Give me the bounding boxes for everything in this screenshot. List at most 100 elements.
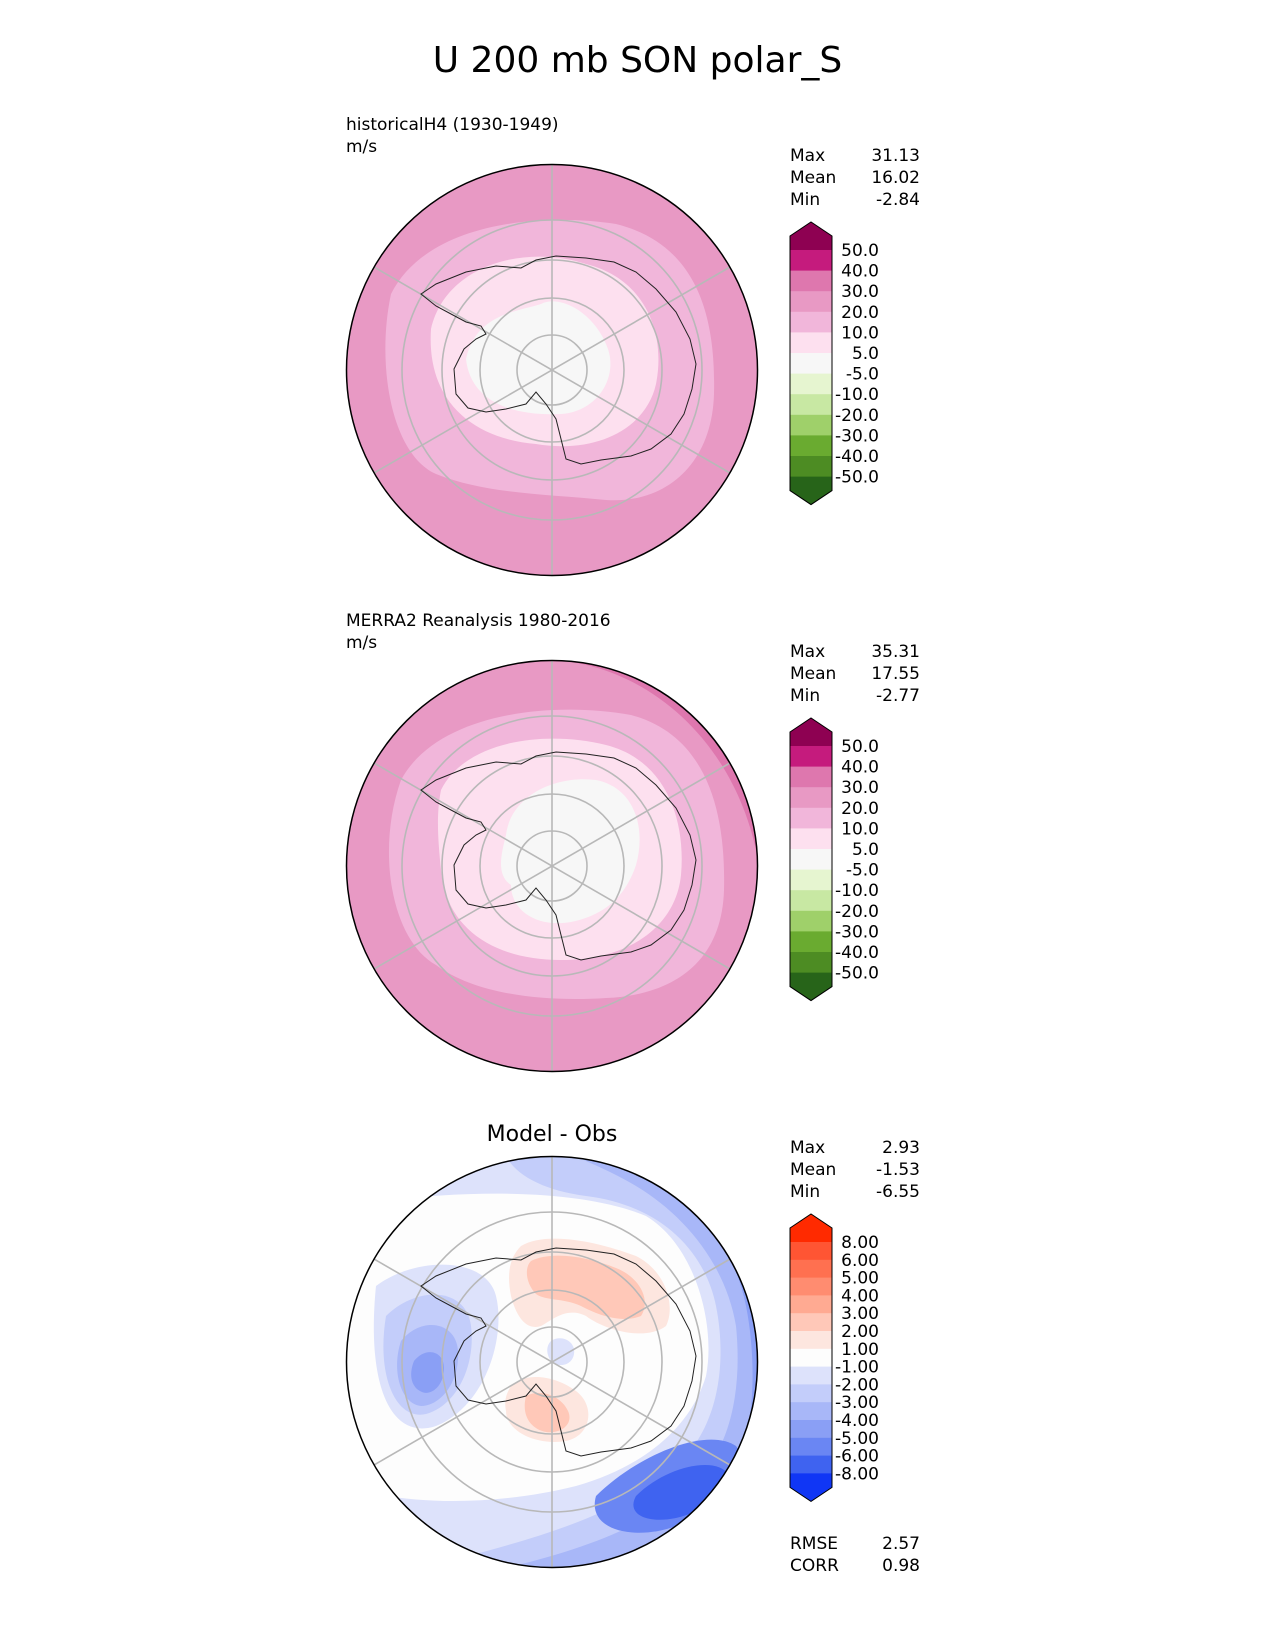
stat-value: 35.31	[871, 642, 920, 662]
colorbar-segment	[790, 270, 832, 292]
colorbar-tick-label: 5.0	[852, 840, 879, 860]
model-stat-mean: Mean 16.02	[790, 167, 920, 189]
colorbar-segment	[790, 311, 832, 333]
colorbar-extend-bottom	[790, 1473, 832, 1502]
colorbar-segment	[790, 1402, 832, 1421]
colorbar-segment	[790, 1259, 832, 1279]
model-map-border	[345, 163, 759, 577]
colorbar-segment	[790, 1331, 832, 1350]
colorbar-segment	[790, 414, 832, 436]
colorbar-tick-label: 4.00	[841, 1286, 879, 1306]
colorbar-segment	[790, 1366, 832, 1385]
colorbar-tick-label: 10.0	[841, 323, 879, 343]
colorbar-segment	[790, 456, 832, 478]
colorbar-tick-label: -4.00	[835, 1411, 879, 1431]
diff-band-2-3-south	[524, 1392, 570, 1433]
diff-metric-rmse: RMSE 2.57	[790, 1533, 920, 1555]
stat-label: Max	[790, 642, 826, 662]
colorbar-tick-label: -1.00	[835, 1358, 879, 1378]
colorbar-segment	[790, 766, 832, 788]
colorbar-tick-label: -5.0	[846, 365, 879, 385]
colorbar-segment	[790, 373, 832, 395]
colorbar-tick-label: -20.0	[835, 902, 879, 922]
diff-stat-mean: Mean -1.53	[790, 1159, 920, 1181]
model-band-minus5-5	[466, 301, 611, 415]
colorbar-tick-label: -10.0	[835, 385, 879, 405]
colorbar-tick-label: -8.00	[835, 1464, 879, 1484]
diff-antarctica-coastline	[420, 1247, 697, 1457]
stat-value: 16.02	[871, 168, 920, 188]
colorbar-tick-label: 8.00	[841, 1233, 879, 1253]
colorbar-tick-label: -30.0	[835, 922, 879, 942]
colorbar-segment	[790, 1313, 832, 1332]
colorbar-tick-label: 30.0	[841, 778, 879, 798]
model-panel-header: historicalH4 (1930-1949) m/s	[346, 114, 559, 158]
model-gridlines	[373, 164, 731, 576]
colorbar-tick-label: -5.0	[846, 861, 879, 881]
metric-value: 0.98	[882, 1556, 920, 1576]
stat-label: Min	[790, 190, 821, 210]
diff-map	[345, 1155, 759, 1569]
obs-band-minus5-5	[501, 779, 640, 924]
diff-metric-corr: CORR 0.98	[790, 1555, 920, 1577]
colorbar-segment	[790, 1295, 832, 1314]
colorbar-segment	[790, 807, 832, 829]
colorbar-segment	[790, 1437, 832, 1457]
colorbar-outline	[789, 221, 833, 506]
stat-value: -6.55	[876, 1182, 920, 1202]
colorbar-segment	[790, 353, 832, 375]
colorbar-segment	[790, 910, 832, 932]
colorbar-extend-top	[790, 718, 832, 746]
colorbar-tick-label: 30.0	[841, 282, 879, 302]
obs-stat-mean: Mean 17.55	[790, 663, 920, 685]
stat-label: Min	[790, 686, 821, 706]
colorbar-tick-label: -40.0	[835, 447, 879, 467]
diff-stat-max: Max 2.93	[790, 1137, 920, 1159]
metric-label: RMSE	[790, 1534, 839, 1554]
diff-gridlines	[373, 1156, 731, 1568]
colorbar-tick-label: 10.0	[841, 819, 879, 839]
colorbar-tick-label: -50.0	[835, 468, 879, 488]
colorbar-extend-bottom	[790, 972, 832, 1001]
stat-label: Mean	[790, 1160, 837, 1180]
model-map	[345, 163, 759, 577]
stat-value: 31.13	[871, 146, 920, 166]
diff-panel-title: Model - Obs	[486, 1122, 618, 1147]
stat-value: -1.53	[876, 1160, 920, 1180]
model-panel-units: m/s	[346, 137, 378, 157]
colorbar-tick-label: 20.0	[841, 799, 879, 819]
colorbar-tick-label: -10.0	[835, 881, 879, 901]
colorbar-segment	[790, 849, 832, 871]
diff-stat-min: Min -6.55	[790, 1181, 920, 1203]
colorbar-outline	[789, 717, 833, 1002]
obs-map	[345, 659, 759, 1073]
obs-antarctica-coastline	[420, 751, 697, 961]
stat-value: 17.55	[871, 664, 920, 684]
model-panel-title: historicalH4 (1930-1949)	[346, 115, 559, 135]
colorbar-tick-label: -3.00	[835, 1393, 879, 1413]
diff-colorbar: 8.006.005.004.003.002.001.00-1.00-2.00-3…	[789, 1213, 879, 1503]
stat-value: -2.77	[876, 686, 920, 706]
stat-value: 2.93	[882, 1138, 920, 1158]
obs-stat-max: Max 35.31	[790, 641, 920, 663]
colorbar-segment	[790, 332, 832, 354]
colorbar-tick-label: 50.0	[841, 241, 879, 261]
colorbar-tick-label: 1.00	[841, 1340, 879, 1360]
colorbar-tick-label: -50.0	[835, 964, 879, 984]
colorbar-segment	[790, 890, 832, 912]
colorbar-segment	[790, 787, 832, 809]
colorbar-tick-label: 40.0	[841, 758, 879, 778]
obs-panel-header: MERRA2 Reanalysis 1980-2016 m/s	[346, 610, 611, 654]
diff-band-minus2-minus1-center	[547, 1338, 575, 1366]
obs-stats: Max 35.31 Mean 17.55 Min -2.77	[790, 641, 920, 707]
colorbar-tick-label: -2.00	[835, 1375, 879, 1395]
colorbar-segment	[790, 1384, 832, 1403]
colorbar-tick-label: 50.0	[841, 737, 879, 757]
colorbar-segment	[790, 1277, 832, 1296]
colorbar-segment	[790, 869, 832, 891]
model-stat-min: Min -2.84	[790, 189, 920, 211]
colorbar-tick-label: 5.00	[841, 1269, 879, 1289]
colorbar-tick-label: -6.00	[835, 1447, 879, 1467]
obs-panel-units: m/s	[346, 633, 378, 653]
colorbar-segment	[790, 931, 832, 953]
